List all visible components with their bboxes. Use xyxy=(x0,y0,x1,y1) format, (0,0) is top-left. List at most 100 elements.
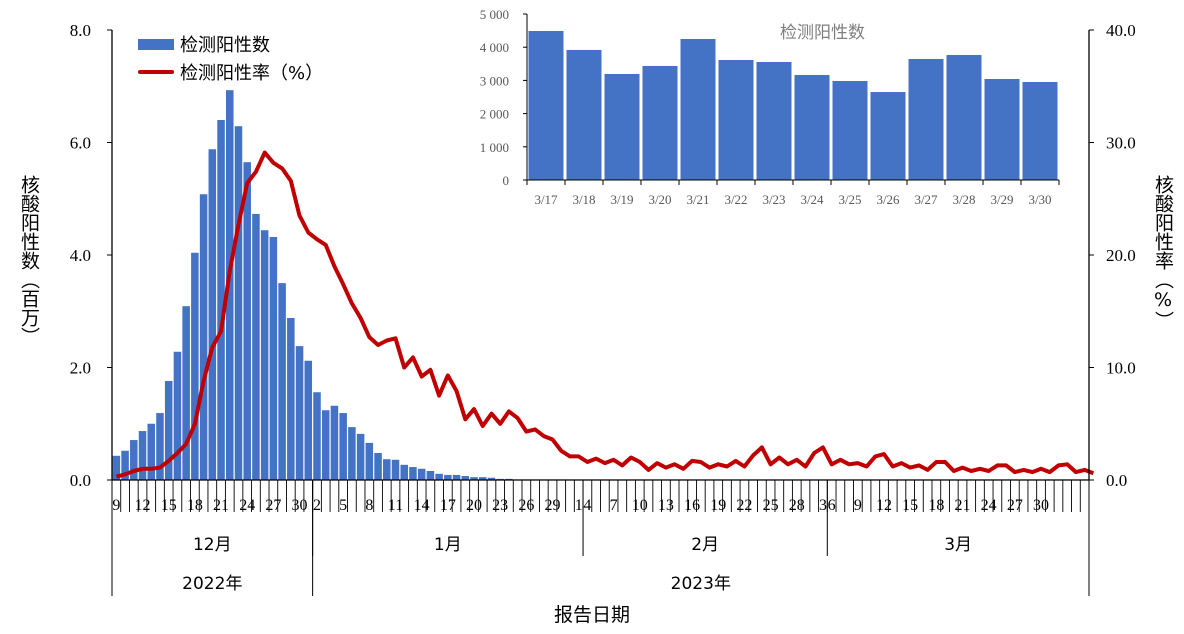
x-tick-label: 24 xyxy=(981,497,997,514)
bar xyxy=(321,410,330,480)
x-tick-label: 15 xyxy=(902,497,918,514)
bar xyxy=(130,440,138,480)
bar xyxy=(182,306,190,480)
bar xyxy=(478,477,487,480)
inset-x-tick-label: 3/20 xyxy=(648,192,671,207)
x-tick-label: 22 xyxy=(736,497,752,514)
x-tick-label: 27 xyxy=(1007,497,1023,514)
x-tick-label: 26 xyxy=(518,497,534,514)
bar xyxy=(173,351,182,480)
month-label: 1月 xyxy=(433,535,462,555)
x-tick-label: 21 xyxy=(955,497,971,514)
inset-x-tick-label: 3/17 xyxy=(534,192,558,207)
inset-x-tick-label: 3/24 xyxy=(800,192,824,207)
legend-line-swatch-icon xyxy=(138,70,174,74)
bar xyxy=(260,230,269,480)
bar xyxy=(391,459,400,480)
inset-bar xyxy=(604,73,640,180)
right-tick-label: 20.0 xyxy=(1106,246,1136,265)
x-tick-label: 28 xyxy=(789,497,805,514)
bar xyxy=(356,433,365,480)
inset-x-tick-label: 3/30 xyxy=(1028,192,1051,207)
x-tick-label: 8 xyxy=(365,497,373,514)
legend: 检测阳性数 检测阳性率（%） xyxy=(138,30,323,86)
bar xyxy=(339,413,347,480)
bar xyxy=(156,413,164,480)
x-tick-label: 23 xyxy=(492,497,508,514)
x-tick-label: 7 xyxy=(610,497,618,514)
x-tick-label: 12 xyxy=(135,497,151,514)
legend-bar-swatch-icon xyxy=(138,38,174,50)
bar xyxy=(112,455,121,480)
bar xyxy=(147,423,156,480)
inset-bar xyxy=(908,58,944,180)
inset-bar xyxy=(794,74,830,180)
inset-bar xyxy=(984,79,1020,180)
month-label: 2月 xyxy=(691,535,720,555)
x-tick-label: 3 xyxy=(819,497,827,514)
right-axis-label: 核酸阳性率（%） xyxy=(1152,175,1174,330)
inset-x-tick-label: 3/25 xyxy=(838,192,861,207)
left-axis-label: 核酸阳性数（百万） xyxy=(18,175,40,346)
month-label: 12月 xyxy=(192,535,232,555)
bar xyxy=(243,162,251,480)
right-tick-label: 10.0 xyxy=(1106,359,1136,378)
x-tick-label: 9 xyxy=(112,497,120,514)
bar xyxy=(199,194,208,480)
x-tick-label: 30 xyxy=(292,497,308,514)
bar xyxy=(304,360,313,480)
bar xyxy=(383,459,391,480)
x-tick-label: 16 xyxy=(684,497,700,514)
left-tick-label: 8.0 xyxy=(70,21,91,40)
bar xyxy=(409,467,417,480)
x-tick-label: 1 xyxy=(575,497,583,514)
bar xyxy=(208,149,217,480)
x-tick-label: 20 xyxy=(466,497,482,514)
bar xyxy=(313,392,321,480)
inset-bar xyxy=(946,55,982,180)
bar xyxy=(330,405,339,480)
right-tick-label: 40.0 xyxy=(1106,21,1136,40)
bar xyxy=(374,453,382,480)
inset-y-tick-label: 0 xyxy=(503,173,510,188)
bar xyxy=(234,126,243,480)
bar xyxy=(400,464,408,480)
main-bar-series xyxy=(112,90,1089,480)
right-tick-label: 0.0 xyxy=(1106,471,1127,490)
bar xyxy=(435,473,443,480)
inset-y-tick-label: 4 000 xyxy=(480,40,509,55)
main-line-series xyxy=(115,150,1095,479)
x-tick-label: 25 xyxy=(763,497,779,514)
x-tick-label: 19 xyxy=(710,497,726,514)
x-tick-label: 24 xyxy=(239,497,255,514)
bar xyxy=(226,90,234,480)
x-tick-label: 27 xyxy=(265,497,281,514)
x-tick-label: 13 xyxy=(658,497,674,514)
inset-x-tick-label: 3/19 xyxy=(610,192,633,207)
main-axes: 0.02.04.06.08.00.010.020.030.040.09 12 15 1… xyxy=(70,21,1136,596)
bar xyxy=(348,427,356,480)
bar xyxy=(487,477,496,480)
inset-x-tick-label: 3/18 xyxy=(572,192,595,207)
inset-y-tick-label: 3 000 xyxy=(480,73,509,88)
x-axis-label: 报告日期 xyxy=(553,604,630,626)
inset-bar xyxy=(832,80,868,180)
bar xyxy=(217,120,225,480)
x-tick-label: 29 xyxy=(545,497,561,514)
legend-item-line: 检测阳性率（%） xyxy=(138,58,323,86)
inset-x-tick-label: 3/21 xyxy=(686,192,709,207)
inset-x-tick-label: 3/27 xyxy=(914,192,938,207)
x-tick-label: 17 xyxy=(440,497,456,514)
left-tick-label: 2.0 xyxy=(70,359,91,378)
x-tick-label: 2 xyxy=(313,497,321,514)
left-tick-label: 0.0 xyxy=(70,471,91,490)
bar xyxy=(138,431,147,480)
x-tick-label: 5 xyxy=(339,497,347,514)
inset-x-tick-label: 3/29 xyxy=(990,192,1013,207)
bar xyxy=(287,318,295,480)
bar xyxy=(191,252,199,480)
inset-y-tick-label: 1 000 xyxy=(480,140,509,155)
inset-title: 检测阳性数 xyxy=(780,23,865,43)
inset-bar xyxy=(566,49,602,180)
